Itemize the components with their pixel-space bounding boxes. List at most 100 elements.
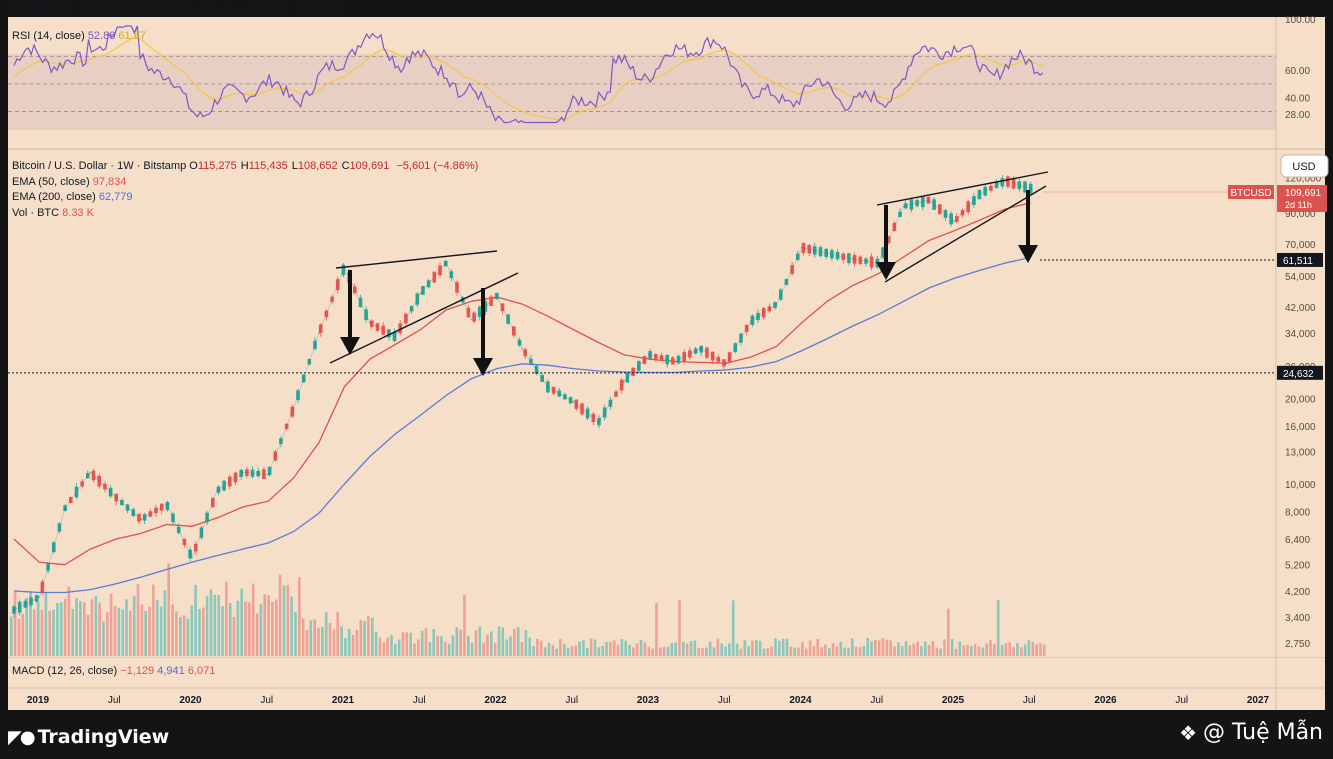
candle-body (477, 306, 482, 317)
volume-bar (186, 618, 190, 656)
candle-body (404, 313, 408, 324)
candle-body (699, 345, 703, 353)
volume-bar (993, 644, 996, 656)
volume-bar (716, 638, 720, 656)
candle-body (523, 349, 527, 357)
candle-body (909, 199, 914, 210)
candle-body (273, 451, 278, 461)
candle-body (211, 497, 215, 508)
btc-close-point (775, 303, 778, 305)
volume-bar (847, 647, 850, 656)
volume-bar (136, 584, 140, 656)
volume-bar (1031, 641, 1035, 656)
volume-bar (900, 645, 904, 656)
candle-body (335, 279, 340, 290)
btc-close-point (979, 193, 981, 195)
volume-bar (148, 606, 151, 656)
btc-close-point (38, 596, 41, 598)
candle-body (216, 486, 221, 493)
volume-bar (344, 638, 347, 656)
candle-body (409, 306, 414, 312)
time-tick-label: 2023 (637, 695, 660, 706)
candle-body (886, 236, 891, 243)
candle-body (568, 397, 573, 404)
volume-bar (240, 588, 243, 656)
candle-body (534, 365, 539, 374)
arrow-2024-head (876, 262, 896, 280)
candle-body (387, 329, 391, 338)
btc-close-point (496, 295, 498, 297)
btc-close-point (953, 220, 956, 223)
volume-bar (1016, 643, 1019, 656)
volume-bar (720, 643, 723, 656)
volume-bar (678, 599, 681, 656)
tradingview-logo[interactable]: ◤● TradingView (8, 726, 169, 748)
price-tick-label: 120,000 (1285, 174, 1322, 185)
candle-body (824, 248, 828, 257)
btc-close-point (369, 321, 371, 324)
volume-bar (996, 600, 1000, 656)
volume-bar (597, 647, 601, 656)
candle-body (608, 399, 613, 407)
volume-bar (582, 640, 585, 656)
volume-bar (947, 608, 950, 656)
volume-bar (801, 642, 804, 656)
candle-body (279, 438, 283, 444)
candle-body (40, 581, 45, 592)
candle-body (614, 391, 618, 397)
volume-bar (263, 594, 266, 656)
price-tick-label: 70,000 (1285, 240, 1316, 251)
volume-bar (59, 602, 63, 656)
candle-body (512, 326, 516, 336)
candle-body (847, 253, 851, 264)
volume-bar (417, 639, 420, 656)
volume-bar (539, 640, 543, 656)
rsi-tick-label: 60.00 (1285, 66, 1310, 77)
author-watermark: ❖ @ Tuệ Mẫn (1179, 720, 1323, 745)
tradingview-logo-icon: ◤● (8, 726, 36, 748)
btc-close-point (394, 336, 397, 338)
volume-bar (705, 647, 708, 656)
volume-bar (152, 584, 155, 656)
volume-bar (332, 629, 336, 656)
candle-body (318, 324, 323, 333)
candle-body (563, 394, 567, 400)
price-tick-label: 42,000 (1285, 303, 1316, 314)
volume-bar (824, 644, 827, 656)
candle-body (540, 375, 544, 382)
volume-legend: Vol · BTC 8.33 K (12, 207, 94, 219)
volume-bar (324, 612, 328, 656)
volume-bar (758, 640, 762, 656)
volume-bar (1000, 644, 1004, 656)
candle-body (421, 286, 425, 295)
volume-bar (10, 616, 13, 656)
candle-body (392, 332, 397, 341)
volume-bar (428, 642, 432, 656)
volume-bar (36, 602, 40, 656)
btc-close-point (928, 199, 930, 201)
watermark-text: @ Tuệ Mẫn (1203, 720, 1323, 745)
volume-bar (601, 646, 604, 656)
volume-bar (966, 644, 969, 656)
candle-body (370, 320, 374, 328)
macd-legend: MACD (12, 26, close) −1,129 4,941 6,071 (12, 665, 215, 677)
volume-bar (797, 647, 800, 656)
currency-chip (1280, 154, 1329, 178)
candle-body (330, 296, 334, 302)
btc-close-point (648, 354, 651, 356)
candle-body (637, 361, 641, 371)
price-tick-label: 3,400 (1285, 613, 1310, 624)
volume-bar (98, 602, 101, 656)
volume-bar (536, 638, 539, 656)
candle-body (97, 475, 101, 487)
volume-bar (140, 604, 144, 656)
volume-bar (167, 563, 170, 656)
volume-bar (609, 641, 612, 656)
btc-close-point (445, 262, 447, 264)
ema50-legend: EMA (50, close) 97,834 (12, 176, 126, 188)
rsi-tick-label: 28.00 (1285, 110, 1310, 121)
volume-bar (163, 590, 167, 656)
volume-bar (778, 640, 781, 656)
volume-bar (804, 648, 808, 656)
rsi-legend: RSI (14, close) 52.88 61.87 (12, 30, 146, 42)
